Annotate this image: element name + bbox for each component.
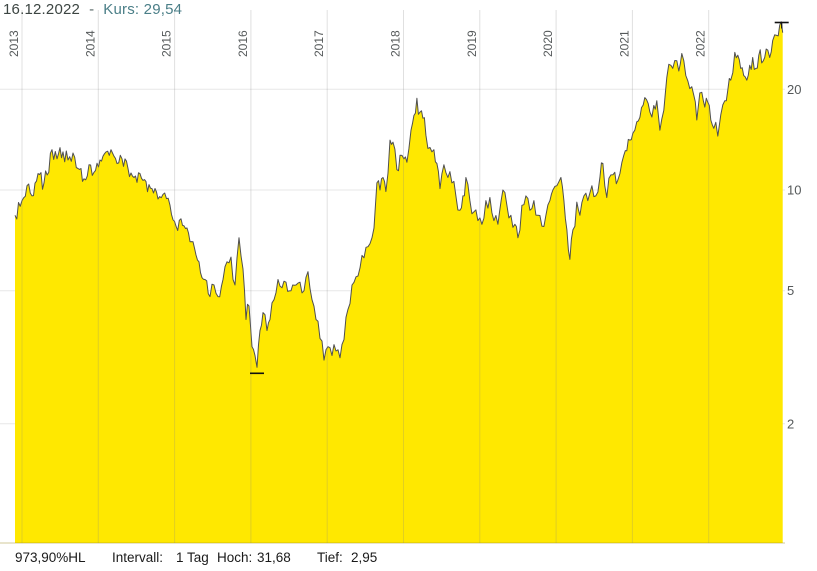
x-tick-label: 2017 — [312, 30, 326, 57]
header-separator: - — [89, 1, 95, 18]
x-tick-label: 2016 — [236, 30, 250, 57]
x-tick-label: 2019 — [465, 30, 479, 57]
y-tick-label: 2 — [787, 416, 794, 431]
last-price-tick — [774, 21, 789, 29]
hl-percent: 973,90%HL — [15, 550, 86, 565]
date-label: 16.12.2022 — [3, 1, 81, 18]
y-tick-label: 20 — [787, 82, 801, 97]
kurs-label: Kurs: — [103, 1, 140, 18]
kurs-value: 29,54 — [143, 1, 183, 18]
x-tick-label: 2020 — [541, 30, 555, 57]
x-tick-label: 2018 — [389, 30, 403, 57]
price-area — [15, 21, 783, 544]
y-tick-labels: 2 5 10 20 — [787, 82, 801, 431]
x-tick-label: 2014 — [83, 30, 97, 57]
x-tick-label: 2013 — [7, 30, 21, 57]
x-tick-label: 2015 — [160, 30, 174, 57]
high-label: Hoch: — [217, 550, 253, 565]
high-value: 31,68 — [257, 550, 291, 565]
low-value: 2,95 — [351, 550, 378, 565]
status-bar: 973,90%HL Intervall: 1 Tag Hoch: 31,68 T… — [0, 545, 817, 571]
chart-header: 16.12.2022- Kurs: 29,54 — [3, 1, 182, 18]
x-tick-labels: 2013 2014 2015 2016 2017 2018 2019 2020 2021 2022 — [7, 30, 708, 57]
x-tick-label: 2022 — [694, 30, 708, 57]
x-tick-label: 2021 — [617, 30, 631, 57]
vertical-gridlines — [21, 10, 710, 543]
price-line — [14, 21, 784, 368]
interval-value: 1 Tag — [176, 550, 209, 565]
y-tick-label: 10 — [787, 183, 801, 198]
low-label: Tief: — [317, 550, 343, 565]
price-chart[interactable]: 2013 2014 2015 2016 2017 2018 2019 2020 2021 2022… — [0, 0, 817, 545]
interval-label: Intervall: — [112, 550, 164, 565]
y-tick-label: 5 — [787, 283, 794, 298]
